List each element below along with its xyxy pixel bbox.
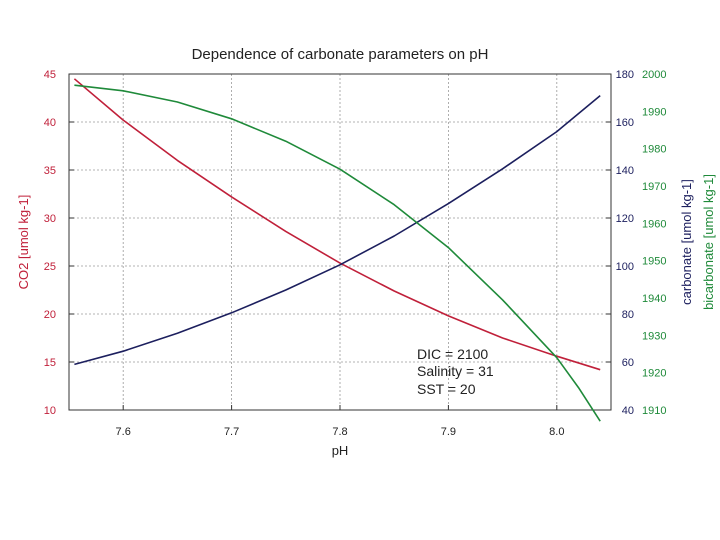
right2-tick-label: 1960 <box>642 218 666 230</box>
series-layer <box>73 78 601 422</box>
right2-tick-label: 2000 <box>642 69 666 81</box>
left-tick-label: 30 <box>44 213 56 225</box>
co2-axis-label: CO2 [umol kg-1] <box>16 195 31 290</box>
x-tick-label: 8.0 <box>549 426 564 438</box>
right1-tick-label: 100 <box>616 261 634 273</box>
right2-tick-label: 1970 <box>642 181 666 193</box>
x-tick-label: 7.6 <box>116 426 131 438</box>
right1-tick-label: 80 <box>622 309 634 321</box>
x-tick-label: 7.9 <box>441 426 456 438</box>
right1-tick-label: 160 <box>616 117 634 129</box>
right2-tick-label: 1980 <box>642 144 666 156</box>
right1-tick-label: 60 <box>622 357 634 369</box>
right2-tick-label: 1910 <box>642 405 666 417</box>
right2-tick-label: 1920 <box>642 368 666 380</box>
right2-tick-label: 1940 <box>642 293 666 305</box>
x-tick-label: 7.7 <box>224 426 239 438</box>
left-tick-label: 40 <box>44 117 56 129</box>
annotation-salinity: Salinity = 31 <box>417 363 494 379</box>
left-tick-label: 10 <box>44 405 56 417</box>
carbonate-axis-label: carbonate [umol kg-1] <box>679 179 694 305</box>
left-tick-label: 15 <box>44 357 56 369</box>
right1-tick-label: 180 <box>616 69 634 81</box>
left-tick-label: 45 <box>44 69 56 81</box>
annotation-sst: SST = 20 <box>417 381 476 397</box>
right1-tick-label: 40 <box>622 405 634 417</box>
left-axis-ticks: 10 15 20 25 30 35 40 45 <box>44 69 74 417</box>
x-axis-label: pH <box>332 443 349 458</box>
right1-tick-label: 140 <box>616 165 634 177</box>
bicarbonate-axis-label: bicarbonate [umol kg-1] <box>701 174 716 310</box>
carbonate-series-line <box>74 94 601 366</box>
annotation-dic: DIC = 2100 <box>417 346 488 362</box>
right2-tick-label: 1990 <box>642 106 666 118</box>
chart-title: Dependence of carbonate parameters on pH <box>192 46 489 63</box>
right2-tick-label: 1950 <box>642 256 666 268</box>
x-tick-label: 7.8 <box>332 426 347 438</box>
grid <box>69 74 611 410</box>
left-tick-label: 25 <box>44 261 56 273</box>
parameters-annotation: DIC = 2100 Salinity = 31 SST = 20 <box>417 346 494 397</box>
left-tick-label: 35 <box>44 165 56 177</box>
right1-tick-label: 120 <box>616 213 634 225</box>
bicarbonate-series-line <box>74 84 601 422</box>
bicarbonate-axis-ticks: 1910 1920 1930 1940 1950 1960 1970 1980 1990 2000 <box>642 69 666 417</box>
carbonate-axis-ticks: 40 60 80 100 120 140 160 180 <box>606 69 634 417</box>
co2-series-line <box>73 78 601 371</box>
left-tick-label: 20 <box>44 309 56 321</box>
x-axis-ticks: 7.6 7.7 7.8 7.9 8.0 <box>116 405 564 438</box>
right2-tick-label: 1930 <box>642 330 666 342</box>
